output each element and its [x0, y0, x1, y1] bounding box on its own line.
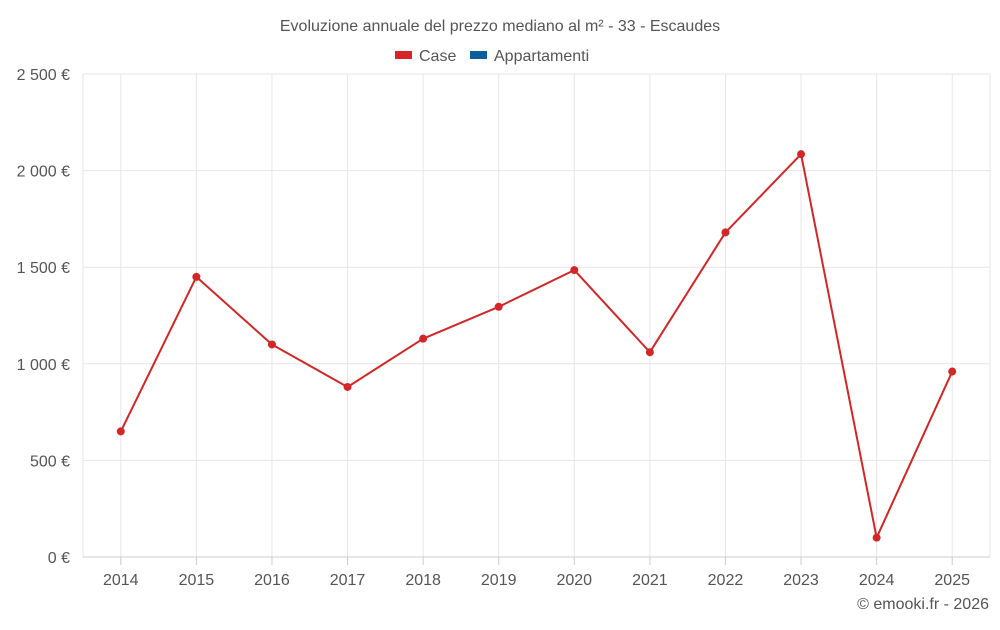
data-point: 2018: 1130 [419, 334, 428, 343]
data-point: 2023: 2085 [797, 150, 806, 159]
y-tick-label: 500 € [30, 453, 70, 470]
legend-label-case: Case [419, 48, 456, 65]
data-point: 2020: 1485 [570, 266, 579, 275]
legend-item-case[interactable]: Case [395, 48, 456, 65]
legend-item-appartamenti[interactable]: Appartamenti [470, 48, 589, 65]
x-tick-label: 2021 [632, 572, 668, 589]
chart-title: Evoluzione annuale del prezzo mediano al… [280, 18, 720, 35]
data-point: 2017: 880 [343, 382, 352, 391]
x-tick-label: 2020 [556, 572, 592, 589]
y-tick-label: 1 500 € [17, 260, 70, 277]
y-tick-label: 2 500 € [17, 67, 70, 84]
y-tick-label: 2 000 € [17, 164, 70, 181]
x-tick-label: 2018 [405, 572, 441, 589]
data-point: 2025: 960 [948, 367, 957, 376]
data-point: 2016: 1100 [267, 340, 276, 349]
x-tick-label: 2019 [481, 572, 517, 589]
data-point: 2024: 100 [872, 533, 881, 542]
credit-text: © emooki.fr - 2026 [857, 596, 989, 613]
series-line-0 [119, 153, 954, 539]
x-tick-label: 2024 [859, 572, 895, 589]
legend-swatch-appartamenti [470, 51, 487, 59]
x-tick-label: 2016 [254, 572, 290, 589]
data-point: 2014: 650 [116, 427, 125, 436]
legend: Case Appartamenti [395, 48, 589, 65]
x-tick-label: 2022 [708, 572, 744, 589]
legend-swatch-case [395, 51, 412, 59]
data-point: 2015: 1450 [192, 272, 201, 281]
x-tick-label: 2025 [934, 572, 970, 589]
y-axis-ticks: 0 € 500 € 1 000 € 1 500 € 2 000 € 2 500 € [17, 67, 70, 567]
data-point: 2022: 1680 [721, 228, 730, 237]
x-tick-label: 2015 [179, 572, 215, 589]
legend-label-appartamenti: Appartamenti [494, 48, 589, 65]
series: 2014: 650 2015: 1450 2016: 1100 2017: 880 20… [116, 150, 957, 542]
y-tick-label: 0 € [48, 550, 70, 567]
data-point: 2021: 1060 [645, 348, 654, 357]
data-point: 2019: 1295 [494, 302, 503, 311]
grid [82, 73, 991, 558]
x-tick-label: 2017 [330, 572, 366, 589]
y-tick-label: 1 000 € [17, 357, 70, 374]
x-tick-label: 2014 [103, 572, 139, 589]
x-axis-ticks: 2014 2015 2016 2017 2018 2019 2020 2021 2022 2023… [103, 557, 970, 589]
x-tick-label: 2023 [783, 572, 819, 589]
